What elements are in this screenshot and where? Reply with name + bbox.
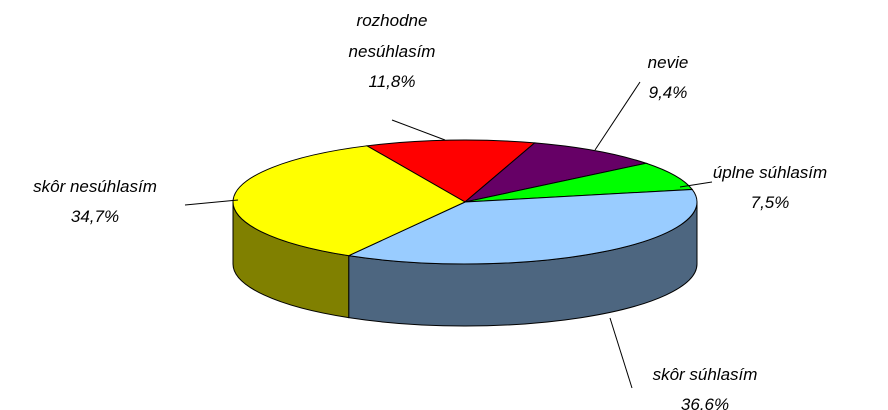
slice-label: skôr nesúhlasím — [33, 177, 157, 196]
slice-label: rozhodne nesúhlasím — [348, 11, 436, 61]
slice — [347, 188, 698, 265]
slice — [365, 139, 536, 203]
leader-line — [391, 119, 446, 141]
leader-line — [609, 317, 633, 389]
slice-label: nevie — [647, 53, 689, 72]
leader-line — [679, 181, 713, 188]
value-label: 34,7% — [70, 207, 120, 226]
slice — [232, 145, 467, 257]
value-label: 9,4% — [648, 83, 688, 102]
leader-line — [184, 199, 239, 206]
leader-line — [594, 81, 641, 151]
slice-label: skôr súhlasím — [652, 365, 758, 384]
slice — [464, 142, 649, 203]
value-label: 36,6% — [680, 395, 730, 410]
slice-label: úplne súhlasím — [712, 163, 828, 182]
value-label: 7,5% — [750, 193, 790, 212]
value-label: 11,8% — [368, 72, 416, 91]
